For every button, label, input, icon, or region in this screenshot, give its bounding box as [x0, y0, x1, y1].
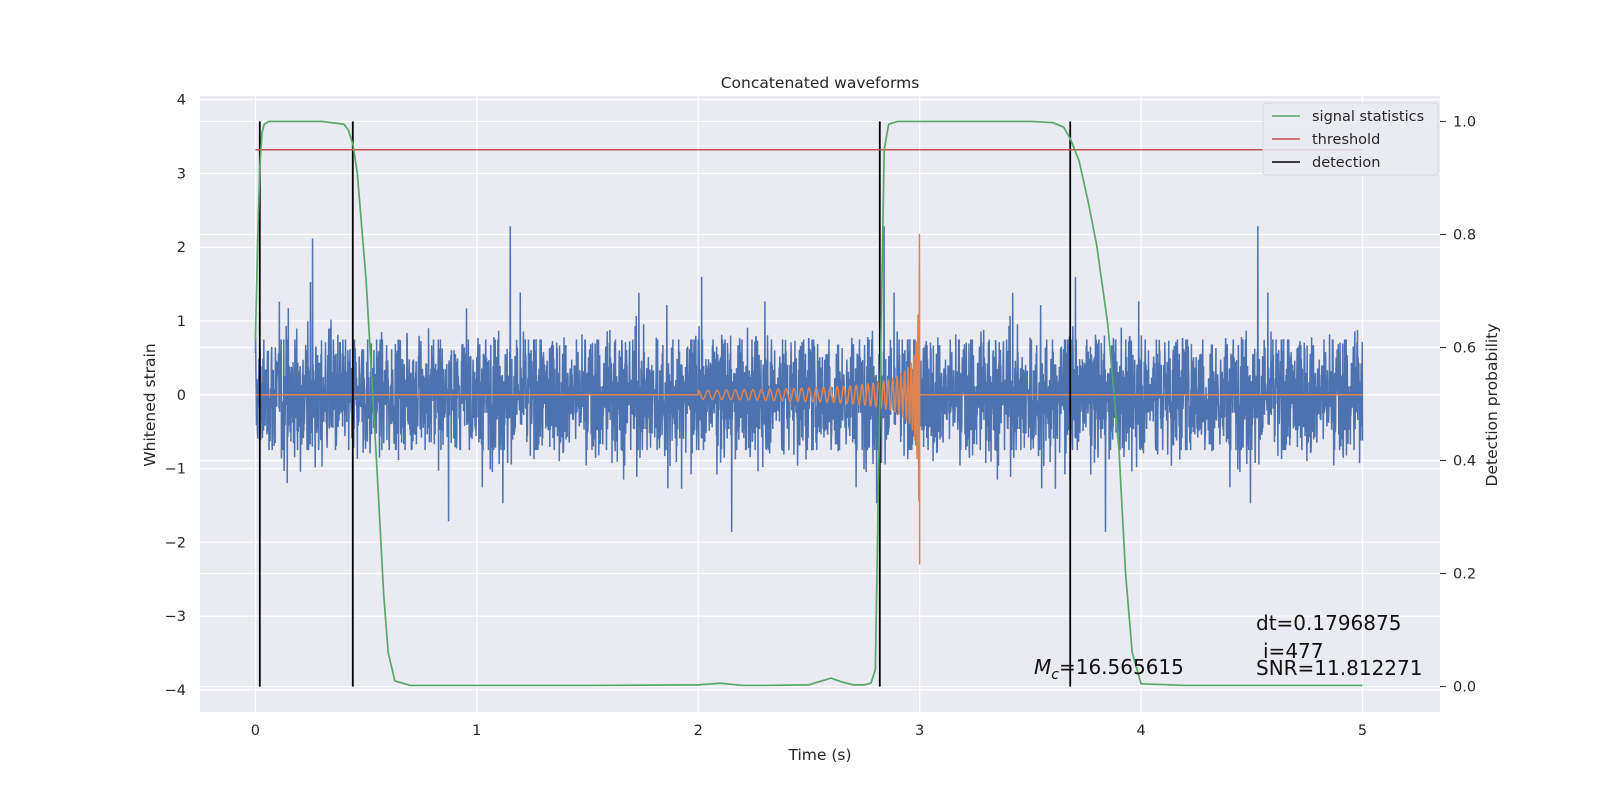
legend-label-threshold: threshold [1312, 132, 1380, 148]
y-tick-label-right: 0.0 [1453, 680, 1476, 696]
chart-title: Concatenated waveforms [721, 74, 920, 92]
y-tick-label-left: −3 [165, 609, 186, 625]
i-annotation: i=477 [1263, 639, 1324, 663]
y-tick-label-left: 0 [177, 388, 186, 404]
mc-subscript: c [1051, 667, 1059, 683]
mc-annotation: Mc=16.565615 [1034, 655, 1184, 683]
x-tick-label: 3 [915, 723, 924, 739]
legend: signal statistics threshold detection [1262, 102, 1439, 176]
x-tick-label: 4 [1136, 723, 1145, 739]
y-tick-label-right: 0.2 [1453, 567, 1476, 583]
y-tick-label-left: 1 [177, 314, 186, 330]
signal-statistics-line [254, 120, 1363, 687]
y-tick-label-right: 0.6 [1453, 340, 1476, 356]
y-axis-label-left: Whitened strain [141, 343, 159, 466]
injected-signal-trace [255, 233, 1363, 565]
dt-annotation: dt=0.1796875 [1256, 611, 1401, 635]
y-tick-label-left: 2 [177, 240, 186, 256]
mc-symbol: M [1034, 655, 1051, 679]
mc-value: =16.565615 [1059, 655, 1184, 679]
annotations: Mc=16.565615 dt=0.1796875 i=477 SNR=11.8… [1034, 611, 1422, 683]
legend-label-detection: detection [1312, 155, 1380, 171]
x-tick-label: 0 [251, 723, 260, 739]
x-tick-label: 1 [472, 723, 481, 739]
x-axis-label: Time (s) [787, 746, 851, 764]
y-tick-label-left: −2 [165, 535, 186, 551]
x-tick-label: 5 [1358, 723, 1367, 739]
x-tick-label: 2 [694, 723, 703, 739]
legend-label-signal-statistics: signal statistics [1312, 109, 1424, 125]
noise-trace [254, 226, 1364, 532]
grid [200, 96, 1440, 712]
y-tick-label-left: −4 [165, 683, 186, 699]
y-tick-label-left: 4 [177, 93, 186, 109]
snr-annotation: SNR=11.812271 [1256, 656, 1422, 680]
y-tick-label-left: −1 [165, 462, 186, 478]
y-tick-label-right: 0.4 [1453, 454, 1476, 470]
y-tick-label-right: 1.0 [1453, 114, 1476, 130]
plot-area [254, 120, 1364, 687]
y-tick-label-right: 0.8 [1453, 227, 1476, 243]
y-axis-label-right: Detection probability [1483, 324, 1501, 487]
y-tick-label-left: 3 [177, 166, 186, 182]
tick-labels: 0 1 2 3 4 5 −4 −3 −2 −1 0 1 2 3 4 0.0 0.2 0.4 0.6 0.8 1.0 [165, 93, 1476, 739]
legend-box [1262, 102, 1439, 176]
